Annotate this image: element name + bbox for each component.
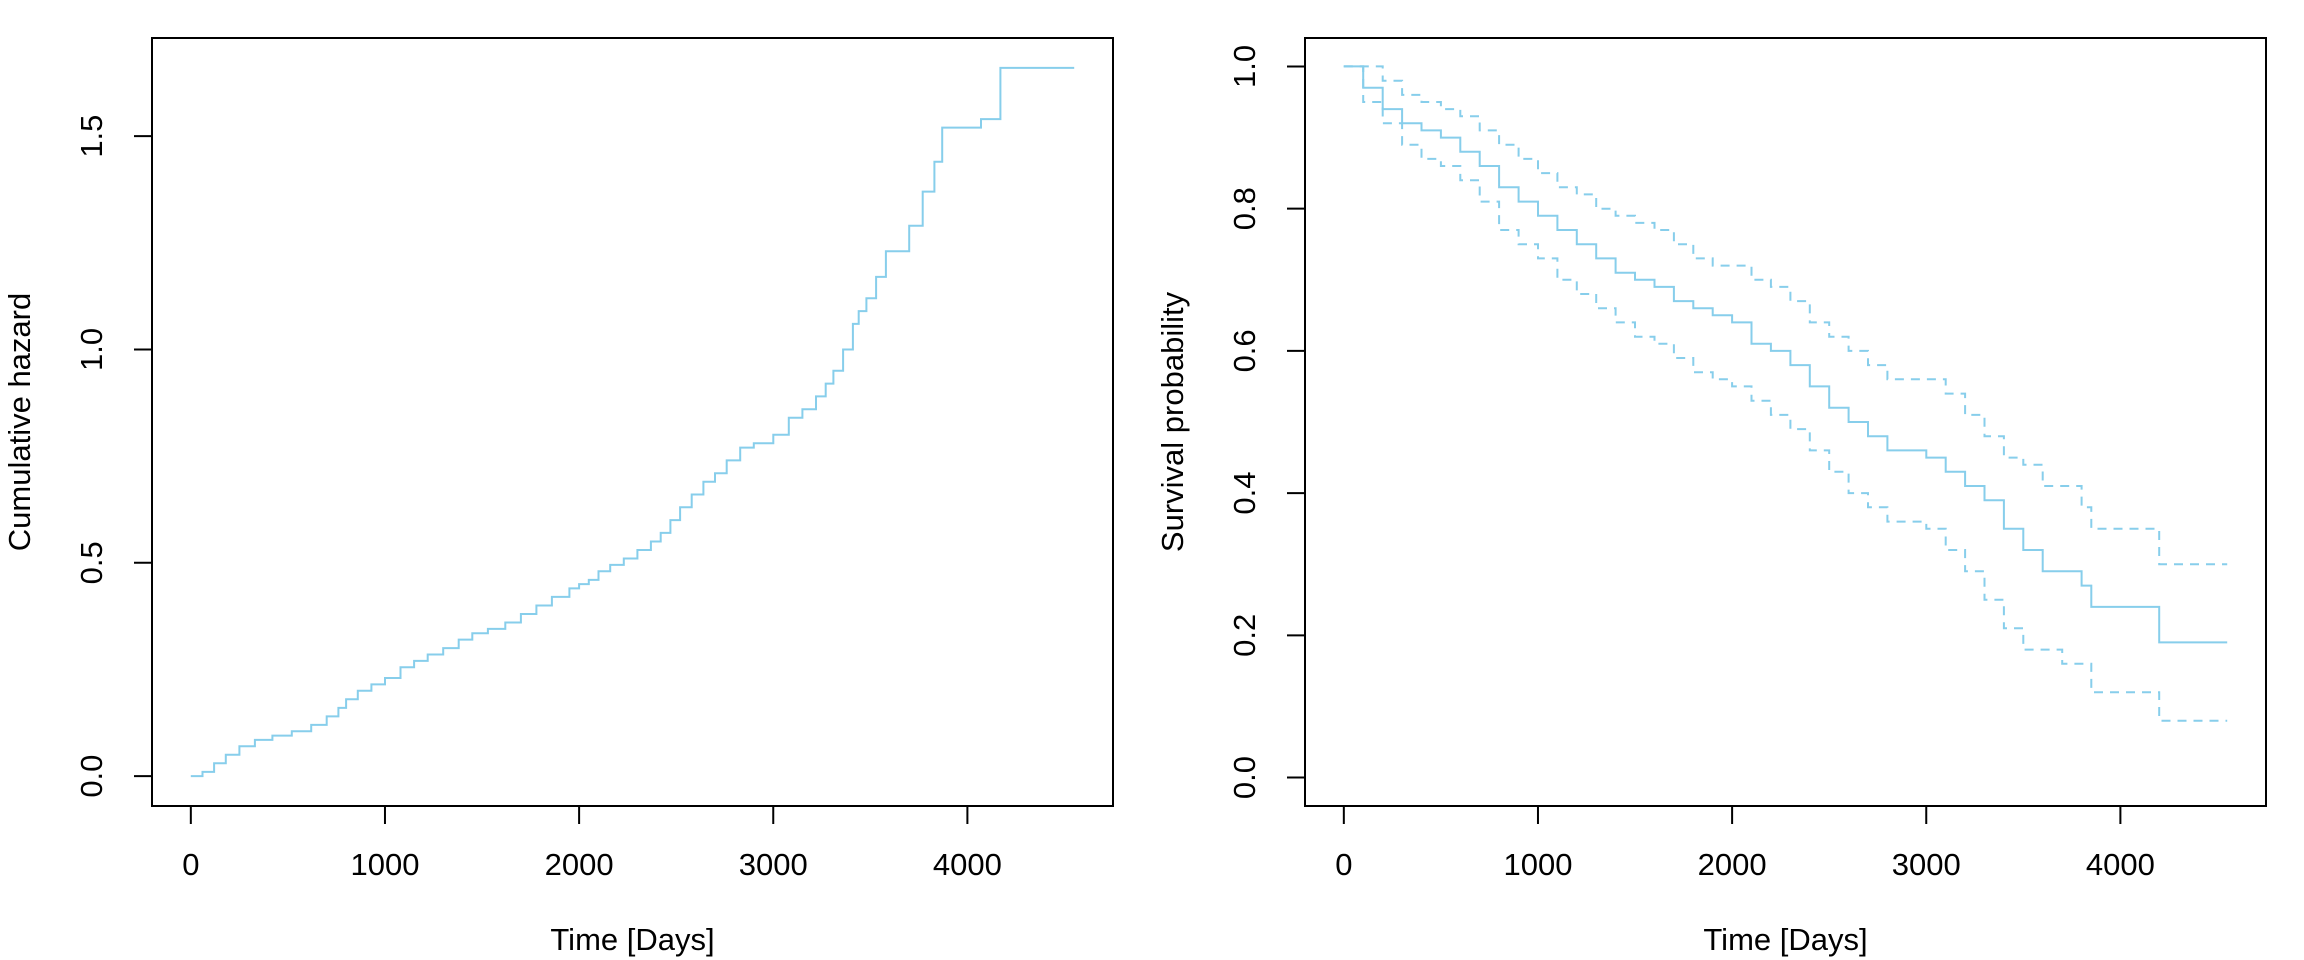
hazard-plot-frame [151, 37, 1114, 807]
hazard-x-tick-label: 2000 [545, 847, 614, 882]
hazard-x-tick-label: 0 [182, 847, 199, 882]
survival-plot-frame [1304, 37, 2267, 807]
survival-x-tick-label: 2000 [1698, 847, 1767, 882]
hazard-y-tick-label: 0.5 [74, 541, 109, 584]
survival-y-tick-label: 0.0 [1227, 756, 1262, 799]
hazard-x-tick-label: 1000 [350, 847, 419, 882]
survival-y-tick-label: 0.6 [1227, 329, 1262, 372]
survival-x-tick-label: 0 [1335, 847, 1352, 882]
hazard-y-tick-label: 1.5 [74, 115, 109, 158]
hazard-series-line [190, 66, 1075, 778]
hazard-y-tick-label: 0.0 [74, 755, 109, 798]
hazard-y-axis-label: Cumulative hazard [2, 293, 37, 551]
hazard-x-tick-label: 3000 [739, 847, 808, 882]
survival-y-tick-label: 0.4 [1227, 472, 1262, 515]
survival-y-tick-label: 0.2 [1227, 614, 1262, 657]
survival-y-tick-label: 1.0 [1227, 45, 1262, 88]
survival-series-ci-line-1 [1343, 65, 2228, 566]
survival-x-axis-label: Time [Days] [1703, 922, 1867, 957]
survival-x-tick-label: 1000 [1503, 847, 1572, 882]
hazard-x-tick-label: 4000 [933, 847, 1002, 882]
cumulative-hazard-panel: 0 1000 2000 3000 4000 0.0 0.5 1.0 1.5 Time [Days]… [2, 37, 1114, 957]
hazard-x-axis-label: Time [Days] [550, 922, 714, 957]
hazard-y-tick-label: 1.0 [74, 328, 109, 371]
survival-series-ci-line-2 [1343, 65, 2228, 722]
survival-x-tick-label: 4000 [2086, 847, 2155, 882]
survival-x-tick-label: 3000 [1892, 847, 1961, 882]
survival-probability-panel: 0 1000 2000 3000 4000 0.0 0.2 0.4 0.6 0.8 1.0 Time … [1155, 37, 2267, 957]
survival-y-axis-label: Survival probability [1155, 291, 1190, 552]
survival-y-tick-label: 0.8 [1227, 187, 1262, 230]
survival-series-line [1343, 65, 2228, 644]
